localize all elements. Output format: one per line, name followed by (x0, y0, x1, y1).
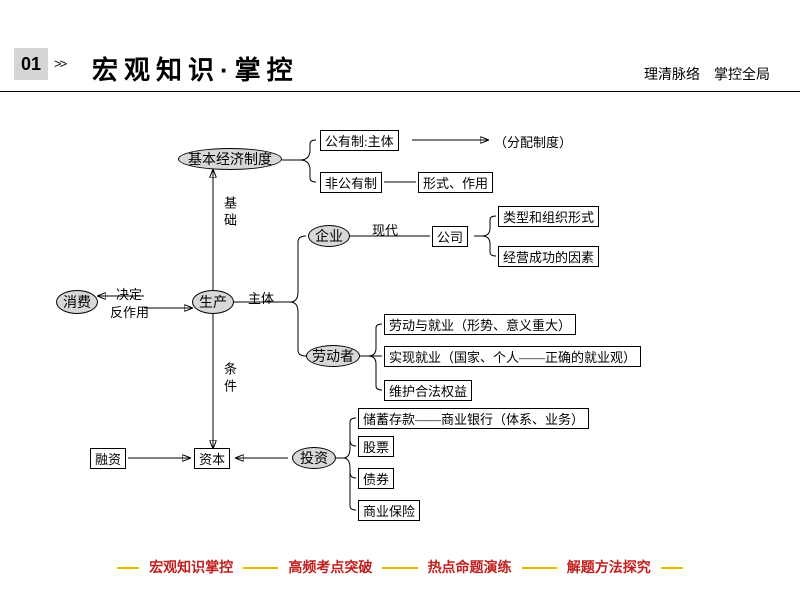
link-highfreq[interactable]: 高频考点突破 (282, 555, 378, 579)
subtitle-a: 理清脉络 (644, 68, 700, 83)
bottom-nav: 宏观知识掌控 高频考点突破 热点命题演练 解题方法探究 (0, 554, 800, 580)
subtitle: 理清脉络掌控全局 (644, 64, 770, 84)
node-company: 公司 (432, 226, 468, 247)
node-bond: 债券 (358, 468, 394, 489)
page-title: 宏观知识·掌控 (92, 50, 299, 87)
section-number: 01 (21, 54, 41, 75)
link-macro[interactable]: 宏观知识掌控 (143, 555, 239, 579)
concept-map: 基本经济制度 公有制:主体 （分配制度） 非公有制 形式、作用 基础 消费 决定… (0, 92, 800, 550)
section-number-box: 01 (14, 48, 48, 80)
link-methods[interactable]: 解题方法探究 (561, 555, 657, 579)
label-subject: 主体 (248, 288, 274, 307)
node-capital: 资本 (194, 448, 230, 469)
node-distribution: （分配制度） (494, 132, 572, 151)
node-realize-emp: 实现就业（国家、个人——正确的就业观） (384, 346, 641, 367)
node-savings: 储蓄存款——商业银行（体系、业务） (358, 408, 589, 429)
node-nonpublic: 非公有制 (320, 172, 382, 193)
node-basic-econ: 基本经济制度 (178, 148, 282, 170)
node-laborer: 劳动者 (306, 345, 360, 367)
label-modern: 现代 (372, 220, 398, 239)
node-consume: 消费 (56, 290, 98, 314)
node-invest: 投资 (292, 447, 336, 469)
node-type-org: 类型和组织形式 (498, 206, 599, 227)
node-public: 公有制:主体 (320, 130, 399, 151)
label-basis: 基础 (220, 196, 239, 230)
subtitle-b: 掌控全局 (714, 68, 770, 83)
node-success: 经营成功的因素 (498, 246, 599, 267)
node-labor-emp: 劳动与就业（形势、意义重大） (384, 314, 576, 335)
label-condition: 条件 (220, 362, 239, 396)
node-stock: 股票 (358, 436, 394, 457)
link-hot[interactable]: 热点命题演练 (422, 555, 518, 579)
chevrons-icon: >> (54, 56, 65, 71)
label-react: 反作用 (110, 302, 149, 321)
node-protect: 维护合法权益 (384, 380, 472, 401)
node-form-effect: 形式、作用 (418, 172, 493, 193)
node-enterprise: 企业 (308, 225, 350, 247)
node-finance: 融资 (90, 448, 126, 469)
node-insurance: 商业保险 (358, 500, 420, 521)
label-decide: 决定 (116, 284, 142, 303)
node-produce: 生产 (192, 290, 234, 314)
